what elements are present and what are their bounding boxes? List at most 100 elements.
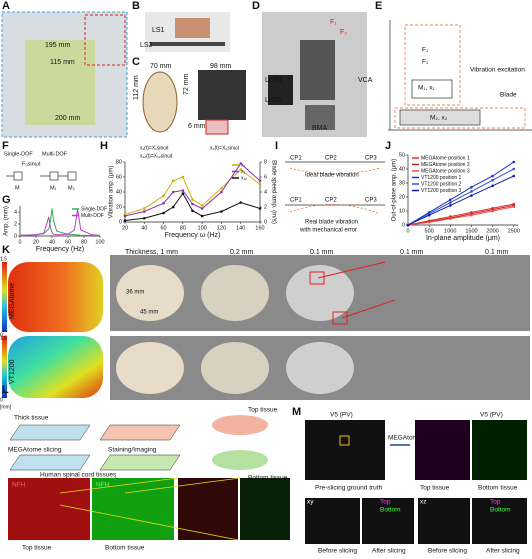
point	[470, 194, 473, 197]
point	[449, 201, 452, 204]
label: M₁	[50, 185, 57, 191]
photo-a	[1, 11, 128, 138]
label: Vibration excitation	[470, 67, 525, 74]
panel-letter: D	[252, 0, 260, 12]
point	[406, 223, 410, 227]
label: Human spinal cord tissues	[40, 472, 117, 479]
x-tick-label: 0	[406, 228, 409, 234]
legend-entry: VT1200 position 3	[421, 188, 462, 194]
label: CP3	[365, 198, 377, 204]
x-tick-label: 2000	[486, 228, 498, 234]
dimension: 115 mm	[50, 59, 75, 66]
point	[171, 179, 175, 183]
dimension: 72 mm	[183, 73, 190, 95]
x-tick-label: 60	[161, 225, 167, 231]
label: NFH	[12, 482, 26, 489]
series-line	[407, 161, 515, 226]
y-tick-label: 2	[14, 221, 17, 227]
legend-entry: x₂	[241, 169, 246, 175]
y-tick-label: 80	[116, 159, 122, 165]
dimension: 98 mm	[210, 63, 232, 70]
y-tick-label: 0	[14, 233, 17, 239]
x-tick-label: 2500	[508, 228, 520, 234]
y2-tick-label: 8	[264, 159, 267, 165]
point	[491, 184, 494, 188]
label: with mechanical error	[299, 228, 357, 234]
label: MEGAtome slicing	[8, 447, 62, 454]
label: 0.1 mm	[400, 249, 424, 256]
point	[123, 219, 127, 222]
label: Ideal blade vibration	[305, 173, 359, 179]
point	[491, 209, 494, 213]
label: M₂	[68, 185, 75, 191]
x-tick-label: 120	[217, 225, 226, 231]
series-line	[19, 208, 100, 236]
y-tick-label: 30	[399, 180, 405, 186]
point	[512, 205, 516, 209]
label: M₁, x₁	[418, 85, 435, 92]
label: VCA	[358, 77, 373, 84]
label: Top	[380, 499, 391, 506]
panel-letter: L	[2, 384, 9, 396]
y-tick-label: 0	[402, 222, 405, 228]
label: F₁	[422, 47, 429, 54]
point	[239, 162, 243, 165]
y2-axis-label: Blade speed amp. (m/s)	[270, 160, 276, 224]
label: x₂(t)=X₂sinωt	[210, 145, 240, 151]
x-tick-label: 60	[65, 239, 71, 245]
point	[181, 192, 185, 195]
label: LDS2	[265, 97, 283, 104]
point	[470, 190, 473, 193]
x-tick-label: 40	[49, 239, 55, 245]
point	[171, 190, 175, 194]
label: Bottom tissue	[248, 475, 288, 482]
x-tick-label: 80	[180, 225, 186, 231]
diagram-l	[8, 415, 290, 541]
label: 0.1 mm	[485, 249, 509, 256]
x-axis-label: In-plane amplitude (μm)	[426, 235, 500, 242]
point	[470, 213, 473, 217]
y-tick-label: 40	[116, 189, 122, 195]
point	[200, 207, 204, 210]
legend-entry: Single-DOF	[81, 206, 107, 212]
label: CP1	[290, 198, 302, 204]
point	[512, 174, 516, 178]
series-line	[124, 168, 261, 215]
y2-tick-label: 0	[264, 219, 267, 225]
series-line	[407, 203, 514, 226]
legend-entry: x₁₂	[241, 175, 247, 181]
panel-letter: H	[100, 140, 108, 152]
label: Bottom	[490, 507, 511, 514]
x-tick-label: 100	[198, 225, 207, 231]
y-axis-label: Out-of-plane amp. (μm)	[392, 159, 398, 221]
panel-letter: K	[2, 244, 10, 256]
label: Bottom	[380, 507, 401, 514]
point	[220, 190, 223, 194]
series-line	[407, 206, 514, 226]
dimension: 112 mm	[133, 75, 140, 100]
label: Top tissue	[22, 545, 52, 552]
label: CP2	[325, 156, 337, 162]
point	[162, 201, 165, 205]
x-tick-label: 140	[236, 225, 245, 231]
point	[171, 205, 175, 209]
point	[191, 209, 194, 213]
diagram-i	[285, 161, 385, 215]
photo-c	[142, 70, 246, 135]
label: After slicing	[372, 548, 406, 555]
series-line	[407, 204, 514, 226]
point	[220, 186, 223, 190]
label: Thickness, 1 mm	[125, 249, 178, 256]
x-tick-label: 1000	[444, 228, 456, 234]
label: 0	[0, 332, 3, 338]
label: F₂	[422, 59, 429, 66]
label: V5 (PV)	[330, 412, 353, 419]
photo-d	[262, 12, 367, 137]
point	[239, 201, 243, 204]
point	[512, 160, 516, 164]
label: LDS1	[265, 77, 283, 84]
label: Blade	[500, 92, 517, 99]
y-tick-label: 50	[399, 152, 405, 158]
x-tick-label: 40	[141, 225, 147, 231]
